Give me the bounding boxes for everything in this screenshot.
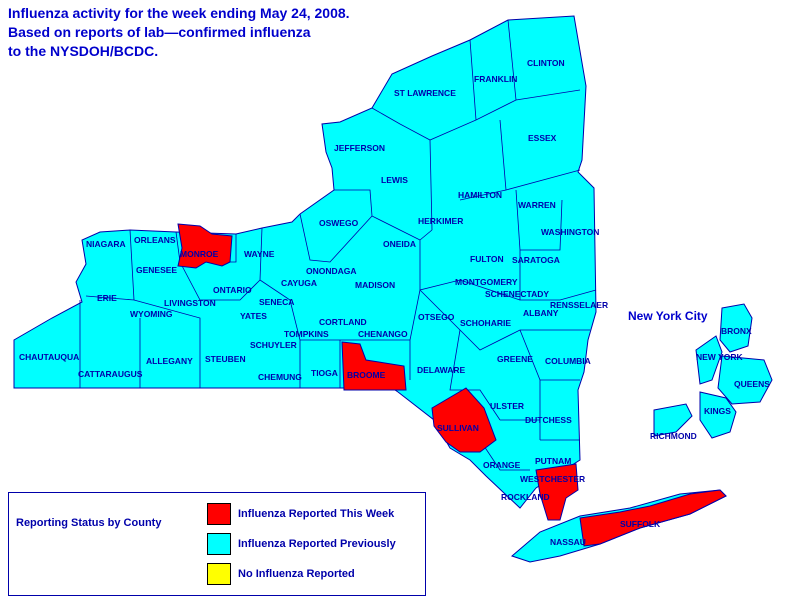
county-label-schenectady: SCHENECTADY <box>485 289 549 299</box>
legend-swatch-cyan <box>207 533 231 555</box>
county-bronx-shape <box>719 303 753 353</box>
county-label-nassau: NASSAU <box>550 537 586 547</box>
county-westchester-shape <box>535 463 579 521</box>
county-label-cattaraugus: CATTARAUGUS <box>78 369 143 379</box>
county-label-ontario: ONTARIO <box>213 285 252 295</box>
county-sullivan-shape <box>431 387 497 453</box>
county-label-essex: ESSEX <box>528 133 557 143</box>
county-label-broome: BROOME <box>347 370 386 380</box>
county-labels: CLINTON FRANKLIN ST LAWRENCE ESSEX JEFFE… <box>19 58 770 547</box>
county-label-richmond: RICHMOND <box>650 431 697 441</box>
county-label-bronx: BRONX <box>721 326 752 336</box>
county-label-tioga: TIOGA <box>311 368 338 378</box>
county-label-st-lawrence: ST LAWRENCE <box>394 88 456 98</box>
county-label-onondaga: ONONDAGA <box>306 266 357 276</box>
nyc-label: New York City <box>628 309 708 323</box>
county-label-queens: QUEENS <box>734 379 770 389</box>
county-label-lewis: LEWIS <box>381 175 408 185</box>
county-label-new-york: NEW YORK <box>696 352 743 362</box>
county-label-westchester: WESTCHESTER <box>520 474 585 484</box>
county-label-columbia: COLUMBIA <box>545 356 591 366</box>
county-label-warren: WARREN <box>518 200 556 210</box>
county-label-greene: GREENE <box>497 354 533 364</box>
county-label-rockland: ROCKLAND <box>501 492 550 502</box>
reported-this-week-counties <box>177 223 727 547</box>
county-label-schuyler: SCHUYLER <box>250 340 297 350</box>
legend-label-this-week: Influenza Reported This Week <box>238 508 395 520</box>
county-label-orange: ORANGE <box>483 460 521 470</box>
county-label-steuben: STEUBEN <box>205 354 246 364</box>
title-line-1: Influenza activity for the week ending M… <box>8 5 350 21</box>
county-label-hamilton: HAMILTON <box>458 190 502 200</box>
legend-box: Reporting Status by County Influenza Rep… <box>8 492 426 596</box>
county-label-tompkins: TOMPKINS <box>284 329 329 339</box>
county-label-chemung: CHEMUNG <box>258 372 302 382</box>
county-label-delaware: DELAWARE <box>417 365 466 375</box>
county-label-niagara: NIAGARA <box>86 239 126 249</box>
county-suffolk-shape <box>579 489 727 547</box>
county-label-livingston: LIVINGSTON <box>164 298 216 308</box>
county-label-rensselaer: RENSSELAER <box>550 300 608 310</box>
county-label-oneida: ONEIDA <box>383 239 416 249</box>
county-broome-shape <box>341 341 407 391</box>
county-label-yates: YATES <box>240 311 267 321</box>
county-label-chautauqua: CHAUTAUQUA <box>19 352 79 362</box>
county-label-kings: KINGS <box>704 406 731 416</box>
county-label-cortland: CORTLAND <box>319 317 367 327</box>
county-label-wayne: WAYNE <box>244 249 275 259</box>
legend-label-no-influenza: No Influenza Reported <box>238 568 355 580</box>
legend-label-previously: Influenza Reported Previously <box>238 538 396 550</box>
county-label-clinton: CLINTON <box>527 58 565 68</box>
county-richmond-shape <box>653 403 693 437</box>
county-label-allegany: ALLEGANY <box>146 356 193 366</box>
county-label-putnam: PUTNAM <box>535 456 571 466</box>
county-label-orleans: ORLEANS <box>134 235 176 245</box>
county-label-jefferson: JEFFERSON <box>334 143 385 153</box>
county-label-saratoga: SARATOGA <box>512 255 560 265</box>
county-label-oswego: OSWEGO <box>319 218 359 228</box>
title-line-2: Based on reports of lab—confirmed influe… <box>8 24 311 40</box>
county-label-otsego: OTSEGO <box>418 312 455 322</box>
ny-state-base <box>13 15 597 509</box>
nyc-inset <box>653 303 773 439</box>
county-label-wyoming: WYOMING <box>130 309 173 319</box>
county-label-fulton: FULTON <box>470 254 504 264</box>
map-title: Influenza activity for the week ending M… <box>8 4 350 61</box>
legend-swatch-red <box>207 503 231 525</box>
legend-swatch-yellow <box>207 563 231 585</box>
county-label-ulster: ULSTER <box>490 401 524 411</box>
title-line-3: to the NYSDOH/BCDC. <box>8 43 159 59</box>
county-new-york-shape <box>695 335 723 385</box>
county-monroe-shape <box>177 223 233 269</box>
county-label-erie: ERIE <box>97 293 117 303</box>
county-label-chenango: CHENANGO <box>358 329 408 339</box>
county-label-schoharie: SCHOHARIE <box>460 318 511 328</box>
county-label-seneca: SENECA <box>259 297 294 307</box>
county-label-genesee: GENESEE <box>136 265 177 275</box>
county-label-cayuga: CAYUGA <box>281 278 317 288</box>
county-label-madison: MADISON <box>355 280 395 290</box>
county-label-suffolk: SUFFOLK <box>620 519 661 529</box>
county-kings-shape <box>699 391 737 439</box>
county-label-monroe: MONROE <box>180 249 219 259</box>
county-label-montgomery: MONTGOMERY <box>455 277 518 287</box>
county-label-dutchess: DUTCHESS <box>525 415 572 425</box>
county-label-herkimer: HERKIMER <box>418 216 463 226</box>
county-label-sullivan: SULLIVAN <box>437 423 479 433</box>
county-queens-shape <box>717 355 773 405</box>
county-label-albany: ALBANY <box>523 308 559 318</box>
county-label-franklin: FRANKLIN <box>474 74 517 84</box>
legend-title: Reporting Status by County <box>16 517 162 529</box>
county-label-washington: WASHINGTON <box>541 227 599 237</box>
